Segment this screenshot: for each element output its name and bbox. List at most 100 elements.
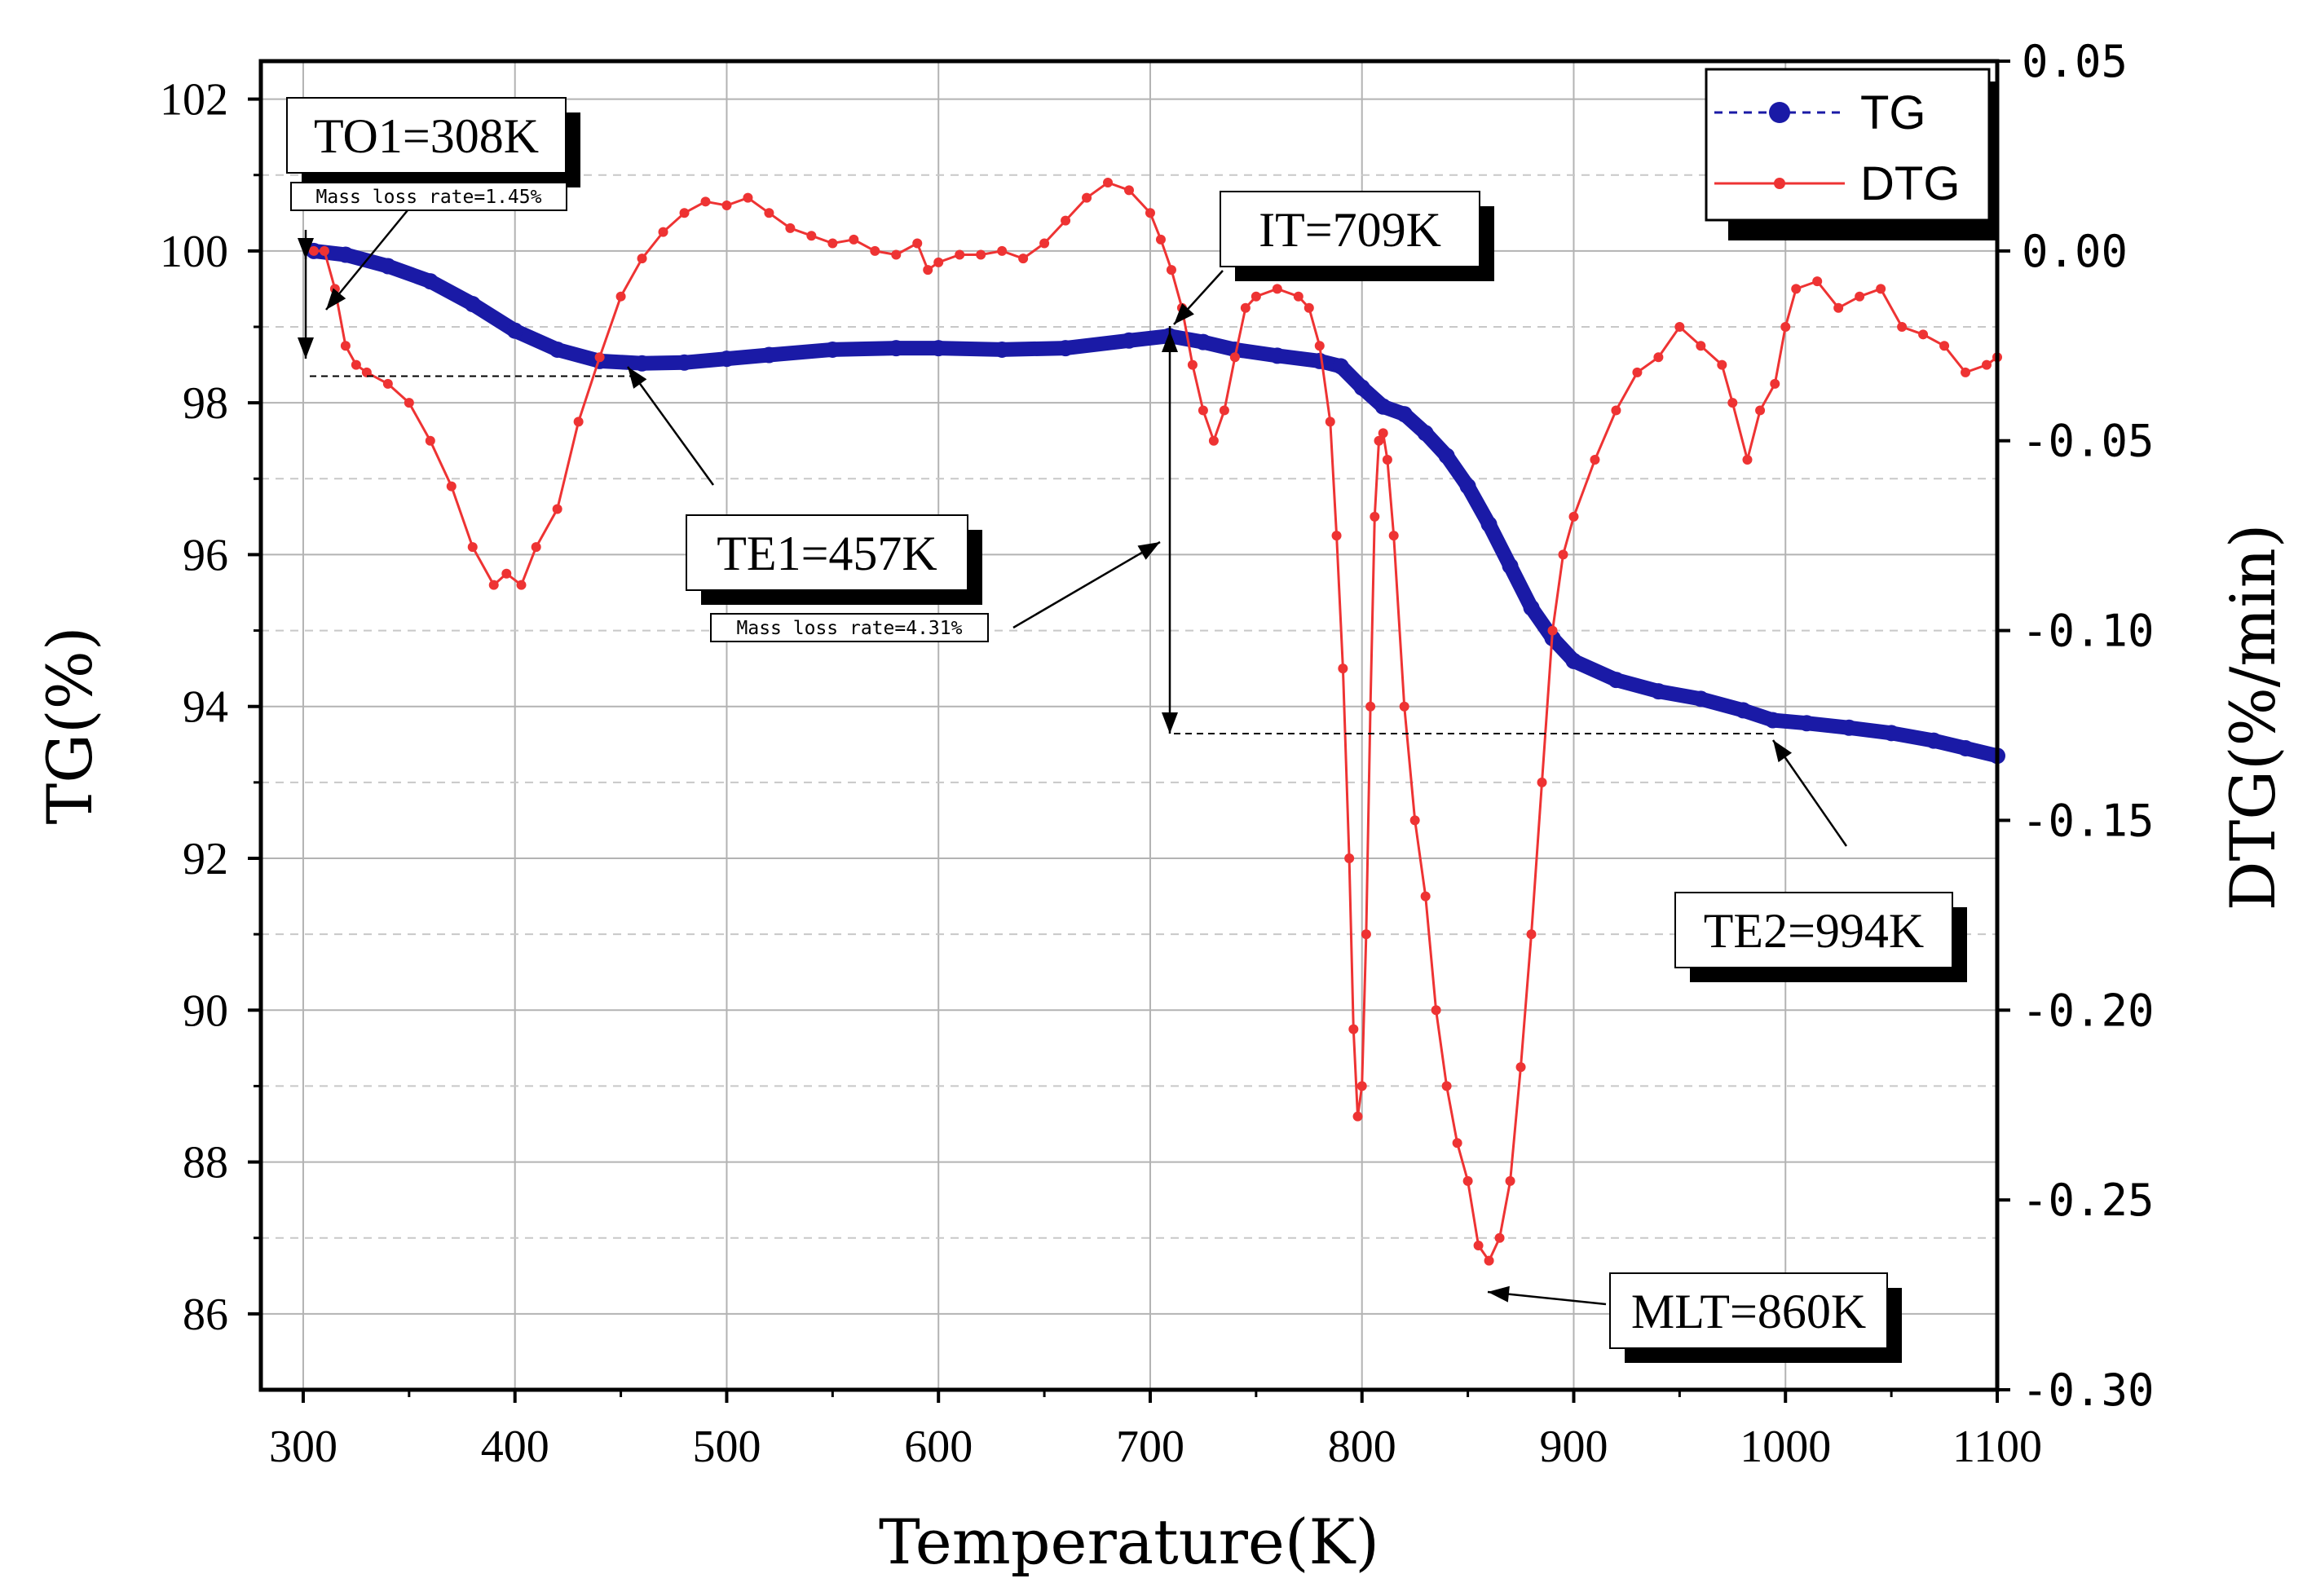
tg-point [1608, 672, 1625, 689]
tg-point [994, 341, 1011, 358]
tg-point [1650, 683, 1667, 700]
dtg-point [1780, 322, 1791, 332]
tg-point [1925, 732, 1943, 749]
legend: TG DTG [1705, 68, 1997, 240]
dtg-point [1590, 455, 1600, 465]
y-tick-label: 100 [160, 227, 228, 277]
dtg-point [1166, 265, 1176, 276]
y2-tick-label: 0.00 [2022, 226, 2128, 277]
dtg-point [1356, 1081, 1367, 1091]
dtg-point [1145, 208, 1155, 218]
te1-arrow [626, 366, 715, 486]
tg-point [1057, 340, 1074, 357]
dtg-point [382, 378, 393, 389]
dtg-point [849, 234, 859, 245]
dtg-point [1558, 549, 1568, 560]
dtg-point [679, 208, 690, 218]
ticks: 300 400 500 600 700 800 900 1000 1100 86 88 90 92 94 9… [160, 36, 2155, 1472]
dtg-point [404, 398, 414, 408]
dtg-point [552, 504, 562, 514]
tg-point [1957, 739, 1974, 756]
dtg-point [1812, 276, 1823, 287]
y-tick-label: 90 [183, 985, 228, 1036]
x-tick-label: 500 [692, 1422, 761, 1472]
tg-point [930, 340, 947, 357]
te2-annotation-box [1674, 892, 1953, 968]
dtg-point [1399, 701, 1409, 712]
dtg-point [1325, 417, 1335, 427]
dtg-point [700, 196, 711, 207]
dtg-point [615, 291, 626, 302]
tg-point [1353, 379, 1370, 396]
dtg-point [1374, 435, 1384, 446]
dtg-point [1727, 398, 1738, 408]
dtg-point [1155, 234, 1166, 245]
x-tick-label: 1000 [1740, 1422, 1831, 1472]
it-drop-arrow-down [1162, 712, 1178, 734]
dtg-point [1494, 1232, 1505, 1243]
dtg-point [1939, 341, 1950, 351]
legend-tg-marker [1769, 102, 1790, 123]
tg-point [761, 346, 778, 364]
dtg-point [1365, 701, 1376, 712]
dtg-point [1370, 511, 1380, 522]
dtg-point [1124, 185, 1134, 196]
te1-annotation-box [686, 514, 968, 591]
y-tick-label: 96 [183, 530, 228, 580]
tg-point [1121, 332, 1137, 349]
x-tick-label: 700 [1116, 1422, 1184, 1472]
tg-point [888, 340, 905, 357]
tg-point [1735, 702, 1752, 719]
dtg-point [1632, 367, 1643, 377]
tg-point [633, 355, 651, 372]
y2-tick-label: -0.15 [2022, 795, 2155, 846]
mlr2-arrow-head [1137, 542, 1160, 560]
te2-annotation-label: TE2=994K [1704, 904, 1924, 958]
dtg-point [1462, 1175, 1473, 1186]
y-axis-label: TG(%) [33, 627, 106, 825]
y-tick-label: 94 [183, 682, 228, 733]
dtg-point [1303, 302, 1314, 313]
y2-tick-label: -0.20 [2022, 985, 2155, 1036]
dtg-point [1717, 359, 1727, 370]
dtg-point [1452, 1138, 1462, 1149]
tg-point [676, 354, 693, 371]
dtg-point [1537, 777, 1547, 787]
dtg-point [594, 352, 605, 363]
x-tick-label: 1100 [1952, 1422, 2042, 1472]
tg-point [718, 351, 735, 368]
dtg-point [997, 245, 1008, 256]
dtg-point [933, 257, 944, 267]
x-tick-label: 900 [1539, 1422, 1608, 1472]
dtg-point [764, 208, 774, 218]
dtg-point [1526, 929, 1537, 940]
dtg-point [1897, 322, 1908, 332]
y2-tick-label: -0.10 [2022, 606, 2155, 657]
dtg-point [1378, 428, 1388, 439]
dtg-point [467, 542, 478, 553]
dtg-point [1388, 531, 1399, 541]
mlr2-arrow [1012, 540, 1161, 629]
legend-dtg-label: DTG [1860, 157, 1960, 210]
dtg-point [425, 435, 435, 446]
tg-point [1883, 725, 1900, 742]
mlr1-annotation-box [290, 182, 567, 211]
dtg-point [1876, 284, 1886, 294]
dtg-point [923, 265, 933, 276]
te2-arrow [1771, 739, 1848, 847]
y2-tick-label: 0.05 [2022, 36, 2128, 87]
tg-point [1523, 599, 1540, 616]
tg-point [1692, 690, 1709, 708]
dtg-point [806, 231, 817, 241]
dtg-point [501, 568, 512, 579]
legend-tg-label: TG [1860, 86, 1926, 139]
dtg-point [1314, 341, 1325, 351]
dtg-point [955, 249, 965, 260]
dtg-point [1420, 891, 1431, 902]
y-tick-label: 102 [160, 75, 228, 126]
tg-point [1502, 558, 1519, 575]
tg-point [549, 341, 566, 358]
mlr1-arrow [325, 209, 408, 311]
dtg-point [1352, 1111, 1363, 1122]
